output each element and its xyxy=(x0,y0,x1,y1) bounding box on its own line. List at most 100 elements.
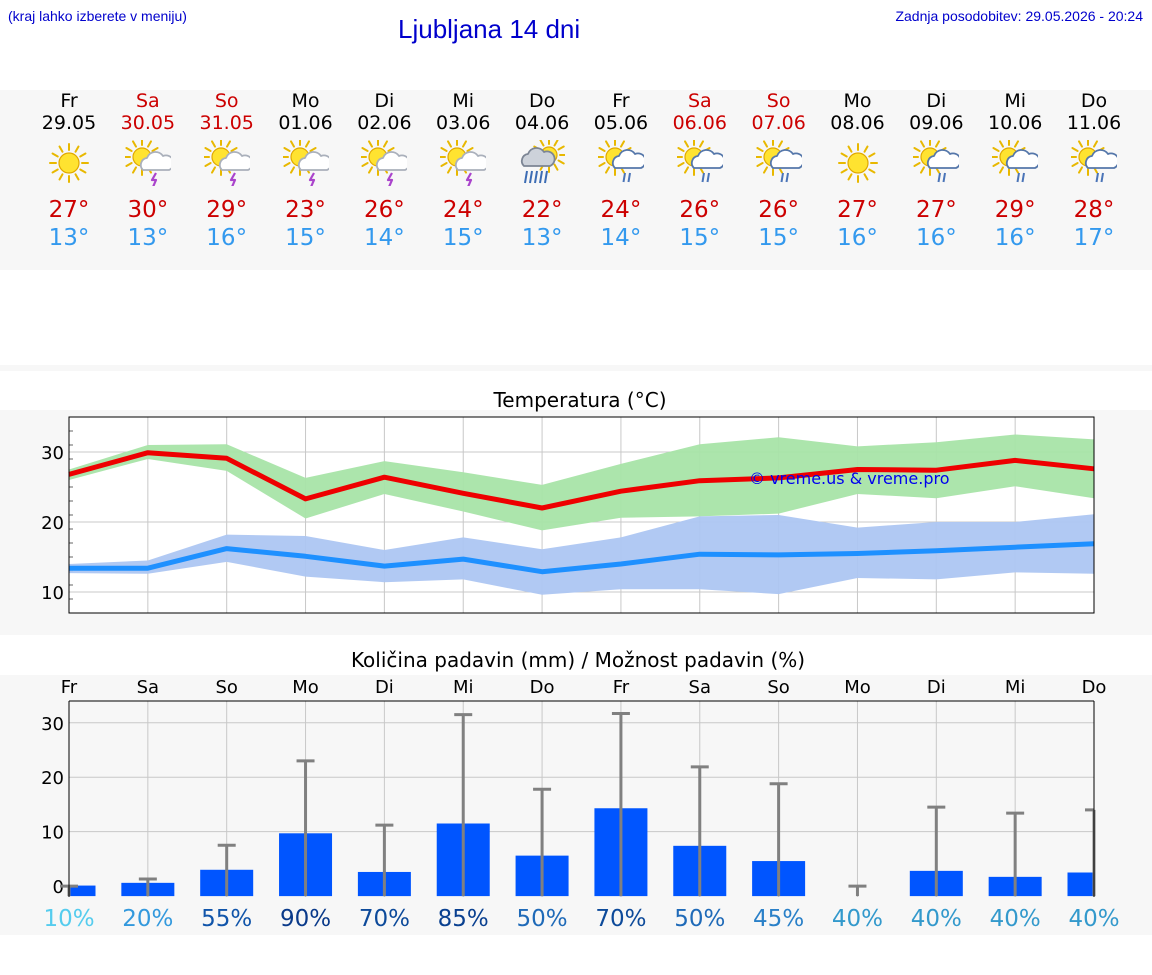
day-date: 09.06 xyxy=(909,112,964,134)
min-temperature: 13° xyxy=(127,225,169,251)
plot-frame xyxy=(68,416,1095,614)
max-temperature-point xyxy=(778,477,780,479)
max-temperature-point xyxy=(1014,459,1016,461)
section-divider xyxy=(0,365,1152,371)
min-temperature: 13° xyxy=(48,225,90,251)
chart-title: Temperatura (°C) xyxy=(492,388,666,412)
min-temperature: 16° xyxy=(206,225,248,251)
day-forecast: Sa 30.05 30° 13° xyxy=(108,90,188,252)
max-temperature-point xyxy=(383,476,385,478)
day-date: 30.05 xyxy=(120,112,176,134)
day-name: Do xyxy=(528,90,556,112)
day-forecast: Mi 10.06 29° 16° xyxy=(975,90,1055,252)
sun-cloud-rain-icon xyxy=(913,140,960,183)
max-temperature-range-band xyxy=(69,434,1094,531)
max-temperature-line xyxy=(68,450,1095,511)
min-temperature-range-band xyxy=(69,514,1094,595)
day-date: 08.06 xyxy=(830,112,885,134)
cloud-heavy-rain-icon xyxy=(521,140,566,184)
day-name: Di xyxy=(926,90,947,112)
min-temperature: 15° xyxy=(758,225,800,251)
day-name: So xyxy=(214,90,239,112)
sun-cloud-thunder-icon xyxy=(440,140,487,186)
day-date: 10.06 xyxy=(987,112,1043,134)
max-temperature-point xyxy=(541,507,543,509)
precipitation-probability: 45% xyxy=(753,906,804,932)
precipitation-chart: Količina padavin (mm) / Možnost padavin … xyxy=(41,648,1119,932)
day-name: Do xyxy=(1080,90,1108,112)
sun-icon xyxy=(837,143,878,183)
max-temperature-point xyxy=(856,469,858,470)
precipitation-probability: 50% xyxy=(517,906,568,932)
day-name: Di xyxy=(374,90,395,112)
min-temperature-point xyxy=(620,563,622,565)
x-tick-label: Sa xyxy=(137,677,159,698)
min-temperature: 16° xyxy=(994,225,1036,251)
day-name: Mi xyxy=(1004,90,1027,112)
min-temperature: 14° xyxy=(364,225,405,251)
day-date: 06.06 xyxy=(672,112,727,134)
location-menu-hint: (kraj lahko izberete v meniju) xyxy=(8,8,187,24)
precipitation-bar xyxy=(1067,872,1094,897)
min-temperature-point xyxy=(856,553,858,554)
min-temperature-line xyxy=(69,541,1095,575)
day-name: Fr xyxy=(612,90,630,112)
max-temperature: 27° xyxy=(837,197,878,223)
y-tick-label: 20 xyxy=(41,768,64,789)
max-temperature-point xyxy=(462,492,464,494)
max-temperature: 24° xyxy=(442,197,484,223)
day-forecast: So 31.05 29° 16° xyxy=(187,90,267,252)
day-date: 02.06 xyxy=(357,112,412,134)
max-temperature-point xyxy=(620,490,622,492)
watermark: © vreme.us & vreme.pro xyxy=(749,469,950,488)
x-tick-label: Di xyxy=(375,677,394,698)
min-temperature: 15° xyxy=(442,225,484,251)
day-name: Mo xyxy=(291,90,320,112)
last-update-timestamp: Zadnja posodobitev: 29.05.2026 - 20:24 xyxy=(895,8,1143,24)
max-temperature-point xyxy=(305,498,307,500)
max-temperature: 29° xyxy=(994,197,1036,223)
x-tick-label: Mo xyxy=(292,677,319,698)
precipitation-probability: 40% xyxy=(1068,906,1119,932)
min-temperature-point xyxy=(462,558,464,560)
precipitation-probability: 40% xyxy=(832,906,883,932)
day-name: Fr xyxy=(60,90,78,112)
day-name: So xyxy=(766,90,791,112)
x-tick-label: Mi xyxy=(453,677,474,698)
precipitation-probability: 40% xyxy=(911,906,962,932)
min-temperature: 16° xyxy=(837,225,878,251)
day-date: 11.06 xyxy=(1066,112,1122,134)
precipitation-bar xyxy=(69,885,96,897)
day-date: 05.06 xyxy=(593,112,649,134)
day-date: 07.06 xyxy=(751,112,806,134)
max-temperature: 28° xyxy=(1073,197,1115,223)
day-forecast: Do 04.06 22° 13° xyxy=(502,90,582,252)
plot-area xyxy=(69,701,1094,897)
sun-cloud-rain-icon xyxy=(755,140,802,183)
min-temperature-point xyxy=(305,555,307,557)
x-tick-label: Di xyxy=(927,677,946,698)
x-tick-label: Fr xyxy=(613,677,630,698)
precipitation-probability: 10% xyxy=(43,906,94,932)
x-tick-label: Mo xyxy=(844,677,871,698)
min-temperature: 17° xyxy=(1073,225,1115,251)
day-forecast: Do 11.06 28° 17° xyxy=(1054,90,1134,252)
sun-cloud-thunder-icon xyxy=(203,140,250,186)
sun-cloud-thunder-icon xyxy=(361,140,408,186)
day-name: Mi xyxy=(452,90,475,112)
min-temperature-point xyxy=(778,554,780,556)
max-temperature-point xyxy=(935,469,937,471)
max-temperature: 26° xyxy=(679,197,721,223)
sun-cloud-rain-icon xyxy=(676,140,723,183)
x-tick-label: Mi xyxy=(1005,677,1026,698)
min-temperature-point xyxy=(226,548,228,550)
y-tick-label: 10 xyxy=(41,583,64,604)
day-forecast: Di 09.06 27° 16° xyxy=(896,90,976,252)
min-temperature-point xyxy=(935,550,937,552)
min-temperature-point xyxy=(1014,546,1016,548)
max-temperature: 23° xyxy=(285,197,326,223)
day-forecast: Sa 06.06 26° 15° xyxy=(660,90,740,252)
min-temperature: 15° xyxy=(285,225,326,251)
day-forecast: Fr 05.06 24° 14° xyxy=(581,90,661,252)
day-name: Sa xyxy=(135,90,160,112)
